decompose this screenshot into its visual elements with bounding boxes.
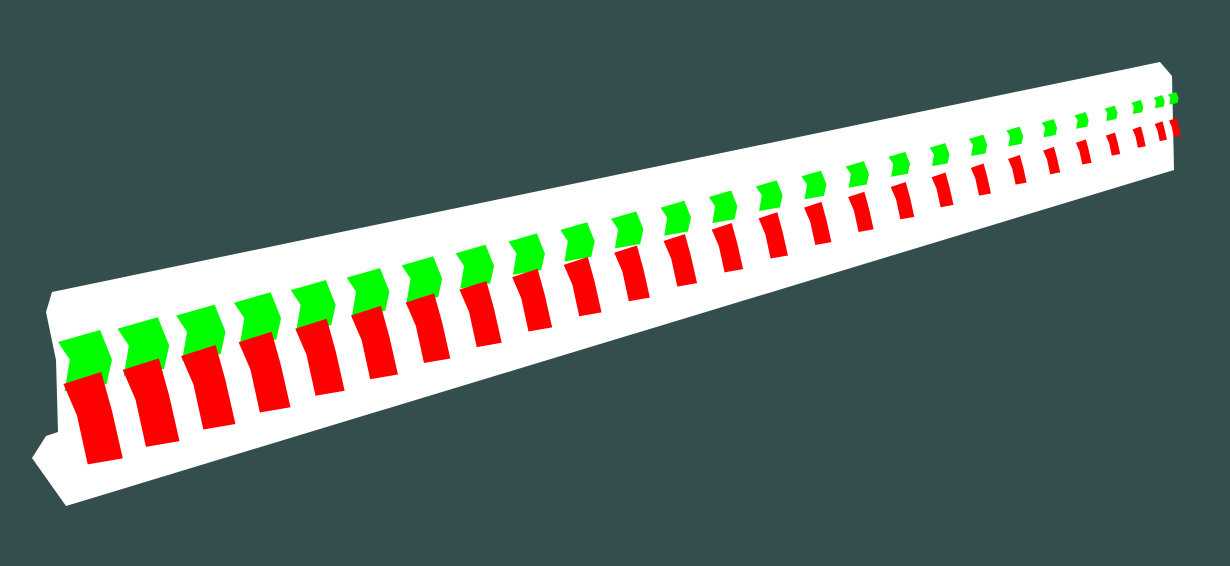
green-block: [929, 143, 950, 167]
red-block: [63, 372, 123, 465]
green-block: [346, 268, 390, 317]
green-block: [801, 170, 827, 200]
red-block: [563, 257, 602, 317]
red-block: [663, 234, 698, 287]
green-block: [1168, 92, 1179, 105]
green-block: [290, 280, 336, 332]
green-block: [1153, 95, 1165, 109]
green-block: [401, 256, 443, 303]
red-block: [1154, 121, 1167, 142]
red-block: [614, 245, 650, 302]
red-block: [295, 318, 345, 396]
red-block: [122, 358, 180, 447]
green-block: [1131, 99, 1144, 115]
green-block: [968, 134, 988, 156]
red-block: [931, 172, 954, 208]
red-block: [181, 344, 236, 430]
red-block: [1169, 118, 1181, 137]
red-block: [970, 163, 991, 196]
red-block: [758, 212, 788, 259]
green-block: [708, 190, 738, 224]
green-block: [560, 222, 595, 262]
green-block: [1006, 126, 1024, 147]
red-block: [459, 281, 502, 348]
red-block: [1043, 146, 1061, 175]
green-block: [845, 161, 869, 188]
red-block: [512, 268, 553, 332]
red-block: [848, 191, 874, 232]
red-block: [1105, 132, 1121, 156]
green-block: [1104, 105, 1118, 121]
red-block: [1132, 126, 1146, 148]
green-block: [660, 200, 691, 236]
chevron-blocks: [58, 92, 1181, 465]
red-block: [238, 331, 291, 413]
green-block: [233, 292, 282, 346]
green-block: [755, 180, 783, 211]
green-block: [888, 151, 911, 177]
green-block: [1074, 112, 1089, 129]
red-block: [1075, 139, 1092, 165]
red-block: [890, 181, 915, 220]
red-block: [350, 305, 398, 380]
red-block: [1008, 154, 1027, 185]
green-block: [455, 244, 495, 289]
green-block: [611, 211, 644, 249]
red-block: [711, 223, 744, 273]
red-block: [405, 293, 451, 364]
green-block: [508, 233, 545, 275]
green-block: [1041, 119, 1058, 138]
red-block: [804, 201, 832, 246]
